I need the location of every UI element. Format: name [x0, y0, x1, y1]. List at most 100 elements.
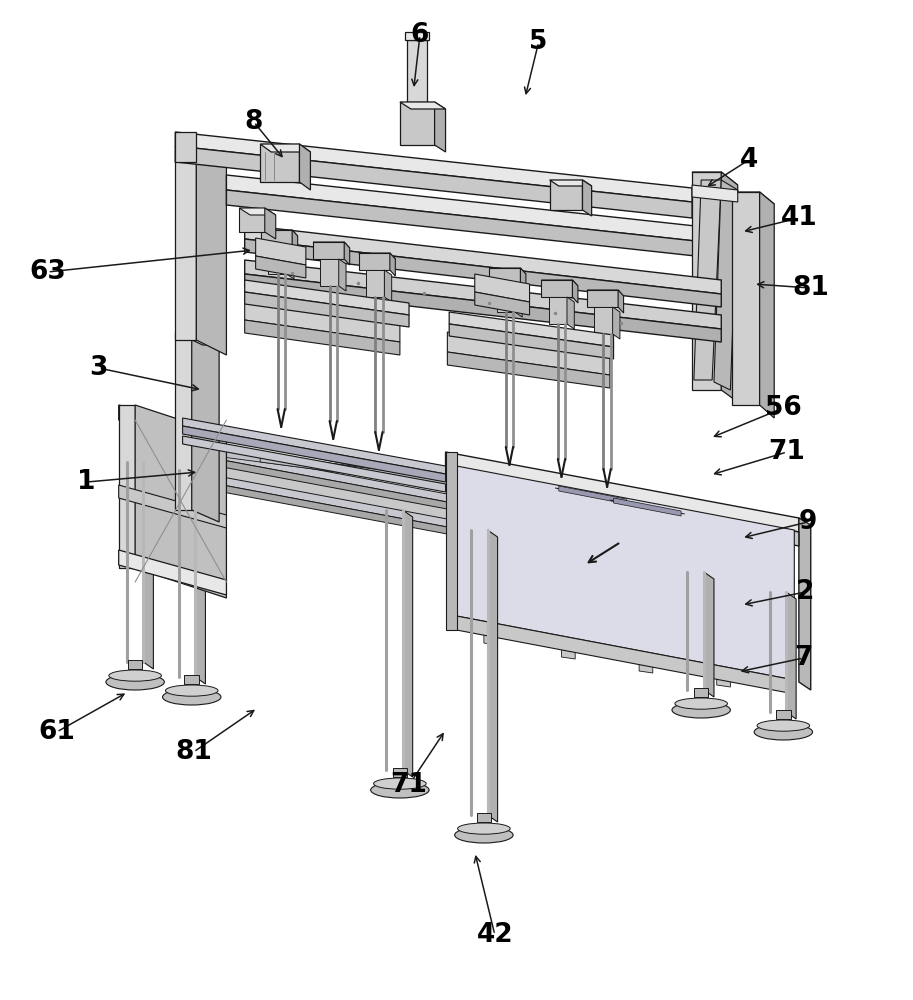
Text: 2: 2 — [796, 579, 814, 605]
Polygon shape — [403, 510, 413, 777]
Text: 6: 6 — [411, 22, 429, 48]
Polygon shape — [393, 768, 407, 777]
Polygon shape — [287, 247, 294, 279]
Polygon shape — [132, 442, 479, 530]
Text: 41: 41 — [781, 205, 817, 231]
Polygon shape — [119, 485, 226, 528]
Text: 7: 7 — [794, 645, 813, 671]
Polygon shape — [320, 259, 339, 286]
Polygon shape — [265, 208, 276, 239]
Polygon shape — [618, 290, 624, 313]
Polygon shape — [192, 332, 219, 522]
Polygon shape — [497, 285, 515, 312]
Polygon shape — [515, 285, 522, 317]
Polygon shape — [344, 242, 350, 265]
Polygon shape — [446, 466, 799, 546]
Polygon shape — [721, 172, 738, 402]
Polygon shape — [313, 242, 344, 259]
Polygon shape — [245, 320, 400, 355]
Polygon shape — [239, 208, 276, 215]
Polygon shape — [550, 180, 582, 210]
Polygon shape — [245, 260, 721, 329]
Polygon shape — [449, 324, 614, 359]
Polygon shape — [268, 247, 287, 274]
Polygon shape — [594, 307, 613, 334]
Polygon shape — [610, 500, 685, 514]
Text: 8: 8 — [245, 109, 263, 135]
Polygon shape — [256, 238, 306, 265]
Polygon shape — [435, 102, 446, 152]
Polygon shape — [132, 422, 479, 510]
Text: 71: 71 — [391, 772, 427, 798]
Polygon shape — [169, 442, 479, 491]
Polygon shape — [489, 268, 520, 285]
Polygon shape — [587, 290, 624, 296]
Ellipse shape — [163, 689, 221, 705]
Polygon shape — [169, 450, 479, 515]
Polygon shape — [119, 405, 135, 568]
Polygon shape — [407, 40, 427, 102]
Polygon shape — [479, 490, 783, 572]
Polygon shape — [732, 192, 774, 204]
Polygon shape — [484, 475, 498, 645]
Polygon shape — [261, 230, 292, 247]
Polygon shape — [260, 144, 299, 182]
Polygon shape — [694, 688, 708, 697]
Polygon shape — [359, 253, 390, 270]
Polygon shape — [196, 150, 226, 355]
Polygon shape — [183, 436, 446, 492]
Polygon shape — [169, 442, 479, 508]
Polygon shape — [456, 466, 794, 680]
Polygon shape — [489, 268, 526, 274]
Polygon shape — [400, 102, 446, 109]
Ellipse shape — [757, 720, 810, 731]
Polygon shape — [128, 660, 142, 669]
Polygon shape — [119, 405, 226, 450]
Polygon shape — [175, 150, 226, 165]
Polygon shape — [732, 192, 760, 405]
Polygon shape — [541, 280, 578, 286]
Polygon shape — [400, 102, 435, 145]
Polygon shape — [692, 185, 738, 202]
Polygon shape — [405, 32, 429, 40]
Polygon shape — [261, 230, 298, 236]
Text: 81: 81 — [175, 739, 212, 765]
Polygon shape — [692, 172, 721, 390]
Text: 61: 61 — [38, 719, 75, 745]
Polygon shape — [183, 418, 446, 474]
Polygon shape — [786, 592, 796, 719]
Polygon shape — [776, 710, 791, 719]
Polygon shape — [256, 256, 306, 278]
Polygon shape — [520, 268, 526, 291]
Polygon shape — [132, 422, 151, 462]
Polygon shape — [449, 312, 614, 347]
Polygon shape — [260, 454, 571, 503]
Polygon shape — [479, 510, 783, 592]
Polygon shape — [613, 307, 620, 339]
Polygon shape — [446, 452, 799, 532]
Polygon shape — [475, 292, 530, 315]
Text: 63: 63 — [29, 259, 66, 285]
Polygon shape — [582, 180, 592, 216]
Polygon shape — [239, 208, 265, 232]
Polygon shape — [175, 332, 192, 510]
Polygon shape — [477, 813, 491, 822]
Text: 42: 42 — [477, 922, 513, 948]
Text: 71: 71 — [769, 439, 805, 465]
Polygon shape — [639, 503, 653, 673]
Polygon shape — [245, 300, 400, 342]
Polygon shape — [175, 332, 219, 345]
Polygon shape — [456, 616, 794, 694]
Polygon shape — [313, 242, 350, 248]
Polygon shape — [541, 280, 572, 297]
Polygon shape — [760, 192, 774, 418]
Polygon shape — [692, 172, 738, 185]
Text: 3: 3 — [89, 355, 108, 381]
Polygon shape — [245, 225, 721, 294]
Polygon shape — [119, 550, 226, 595]
Polygon shape — [175, 132, 196, 162]
Polygon shape — [587, 290, 618, 307]
Polygon shape — [614, 498, 681, 516]
Polygon shape — [704, 572, 714, 697]
Ellipse shape — [371, 782, 429, 798]
